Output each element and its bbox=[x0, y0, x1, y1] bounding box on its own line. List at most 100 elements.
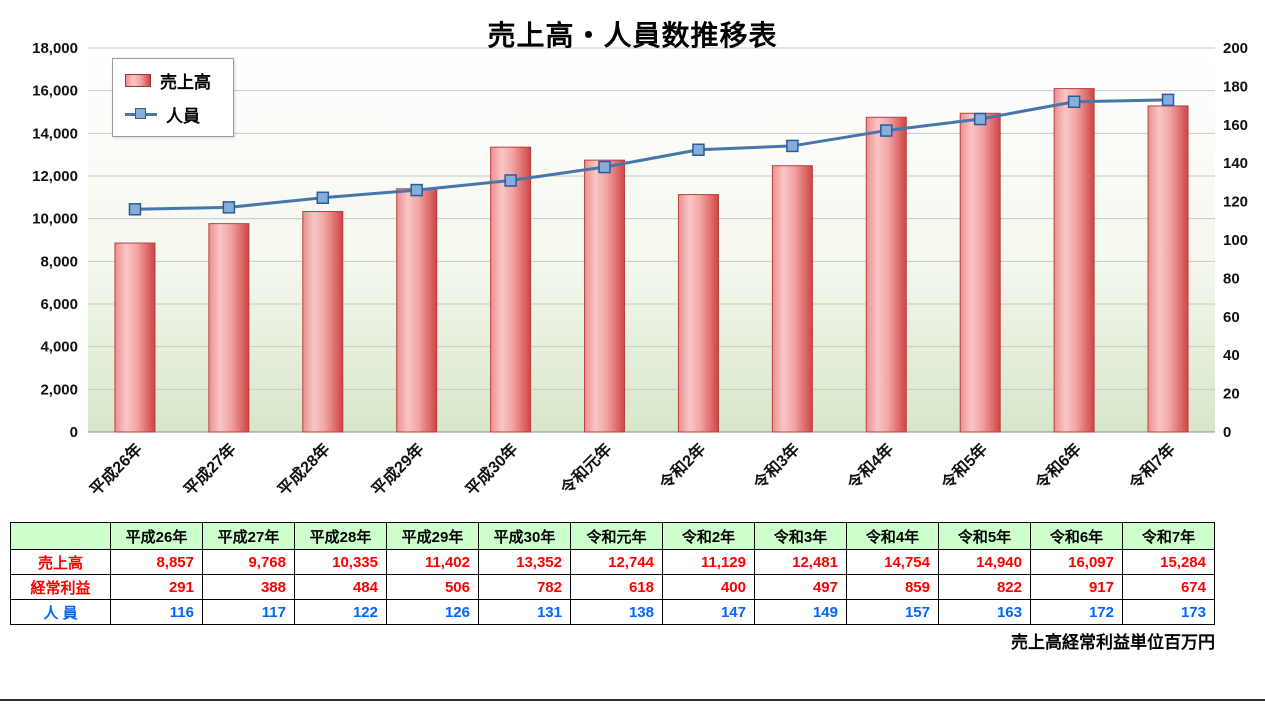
x-axis-label: 令和4年 bbox=[843, 439, 897, 493]
x-axis-label: 平成28年 bbox=[274, 439, 334, 499]
sales-bar bbox=[396, 188, 438, 433]
value-cell: 14,940 bbox=[938, 549, 1031, 575]
unit-note: 売上高経常利益単位百万円 bbox=[1011, 633, 1215, 652]
value-cell: 11,129 bbox=[662, 549, 755, 575]
left-axis-tick: 2,000 bbox=[40, 381, 78, 398]
personnel-marker bbox=[316, 191, 330, 205]
left-axis-tick: 10,000 bbox=[32, 211, 78, 228]
year-header: 令和4年 bbox=[846, 522, 939, 550]
year-header: 平成27年 bbox=[202, 522, 295, 550]
value-cell: 16,097 bbox=[1030, 549, 1123, 575]
sales-bar bbox=[208, 223, 250, 433]
sales-bar bbox=[1147, 105, 1189, 433]
right-axis-tick: 100 bbox=[1223, 232, 1248, 249]
x-axis-label: 平成27年 bbox=[180, 439, 240, 499]
x-axis-label: 令和元年 bbox=[556, 439, 615, 498]
value-cell: 131 bbox=[478, 599, 571, 625]
value-cell: 157 bbox=[846, 599, 939, 625]
right-axis-tick: 120 bbox=[1223, 194, 1248, 211]
personnel-line-swatch-icon bbox=[125, 108, 157, 119]
table-header-row: 平成26年 平成27年 平成28年 平成29年 平成30年 令和元年 令和2年 令和3年 令和4… bbox=[10, 522, 1215, 550]
left-axis-tick: 16,000 bbox=[32, 83, 78, 100]
value-cell: 388 bbox=[202, 574, 295, 600]
table-row: 人 員 116 117 122 126 131 138 147 149 157 163 172 173 bbox=[10, 599, 1215, 625]
chart-title: 売上高・人員数推移表 bbox=[487, 20, 778, 51]
sales-bar bbox=[302, 211, 344, 433]
value-cell: 822 bbox=[938, 574, 1031, 600]
legend: 売上高 人員 bbox=[112, 58, 234, 137]
value-cell: 400 bbox=[662, 574, 755, 600]
value-cell: 173 bbox=[1122, 599, 1215, 625]
value-cell: 14,754 bbox=[846, 549, 939, 575]
right-axis-tick: 20 bbox=[1223, 386, 1240, 403]
right-axis-tick: 60 bbox=[1223, 309, 1240, 326]
left-axis-tick: 4,000 bbox=[40, 339, 78, 356]
personnel-marker bbox=[504, 174, 517, 187]
left-axis-tick: 18,000 bbox=[32, 40, 78, 57]
value-cell: 11,402 bbox=[386, 549, 479, 575]
row-label: 売上高 bbox=[10, 549, 111, 575]
x-axis-label: 令和3年 bbox=[749, 439, 803, 493]
year-header: 平成30年 bbox=[478, 522, 571, 550]
corner-cell bbox=[10, 522, 111, 550]
left-axis-tick: 14,000 bbox=[32, 125, 78, 142]
right-axis-tick: 40 bbox=[1223, 347, 1240, 364]
data-table: 平成26年 平成27年 平成28年 平成29年 平成30年 令和元年 令和2年 令和3年 令和4… bbox=[10, 522, 1215, 625]
value-cell: 674 bbox=[1122, 574, 1215, 600]
legend-item-sales: 売上高 bbox=[125, 68, 211, 93]
personnel-marker bbox=[598, 160, 611, 174]
value-cell: 172 bbox=[1030, 599, 1123, 625]
value-cell: 917 bbox=[1030, 574, 1123, 600]
row-label: 人 員 bbox=[10, 599, 111, 625]
right-axis-tick: 180 bbox=[1223, 78, 1248, 95]
right-axis-tick: 200 bbox=[1223, 40, 1248, 57]
year-header: 平成29年 bbox=[386, 522, 479, 550]
year-header: 平成26年 bbox=[110, 522, 203, 550]
year-header: 令和6年 bbox=[1030, 522, 1123, 550]
table-row: 売上高 8,857 9,768 10,335 11,402 13,352 12,744 11,… bbox=[10, 549, 1215, 575]
sales-bar bbox=[677, 194, 719, 433]
value-cell: 116 bbox=[110, 599, 203, 625]
value-cell: 149 bbox=[754, 599, 847, 625]
year-header: 令和5年 bbox=[938, 522, 1031, 550]
personnel-marker bbox=[880, 124, 893, 137]
sales-bar bbox=[959, 112, 1001, 433]
legend-personnel-label: 人員 bbox=[166, 107, 200, 126]
personnel-marker bbox=[1161, 93, 1175, 107]
sales-bar-swatch-icon bbox=[125, 74, 151, 87]
value-cell: 859 bbox=[846, 574, 939, 600]
x-axis-label: 令和6年 bbox=[1031, 439, 1085, 493]
value-cell: 497 bbox=[754, 574, 847, 600]
left-axis-tick: 12,000 bbox=[32, 168, 78, 185]
value-cell: 12,481 bbox=[754, 549, 847, 575]
x-axis-label: 令和2年 bbox=[655, 439, 709, 493]
value-cell: 163 bbox=[938, 599, 1031, 625]
value-cell: 147 bbox=[662, 599, 755, 625]
left-axis-tick: 6,000 bbox=[40, 296, 78, 313]
sales-bar bbox=[771, 165, 813, 433]
right-axis-tick: 0 bbox=[1223, 424, 1231, 441]
x-axis-label: 令和7年 bbox=[1124, 439, 1178, 493]
value-cell: 8,857 bbox=[110, 549, 203, 575]
value-cell: 10,335 bbox=[294, 549, 387, 575]
sales-bar bbox=[865, 116, 907, 433]
x-axis-label: 平成26年 bbox=[86, 439, 146, 499]
row-label: 経常利益 bbox=[10, 574, 111, 600]
personnel-marker-icon bbox=[135, 108, 146, 119]
year-header: 平成28年 bbox=[294, 522, 387, 550]
value-cell: 13,352 bbox=[478, 549, 571, 575]
left-axis-tick: 8,000 bbox=[40, 253, 78, 270]
value-cell: 291 bbox=[110, 574, 203, 600]
value-cell: 122 bbox=[294, 599, 387, 625]
x-axis-label: 平成30年 bbox=[461, 439, 521, 499]
x-axis-label: 令和5年 bbox=[937, 439, 991, 493]
right-axis-tick: 160 bbox=[1223, 117, 1248, 134]
value-cell: 506 bbox=[386, 574, 479, 600]
year-header: 令和元年 bbox=[570, 522, 663, 550]
year-header: 令和3年 bbox=[754, 522, 847, 550]
combo-chart: 0 2,000 4,000 6,000 8,000 10,000 12,000 14,000 1… bbox=[32, 40, 1248, 499]
value-cell: 484 bbox=[294, 574, 387, 600]
personnel-marker bbox=[410, 183, 423, 197]
year-header: 令和7年 bbox=[1122, 522, 1215, 550]
table-row: 経常利益 291 388 484 506 782 618 400 497 859 822 917 674 bbox=[10, 574, 1215, 600]
